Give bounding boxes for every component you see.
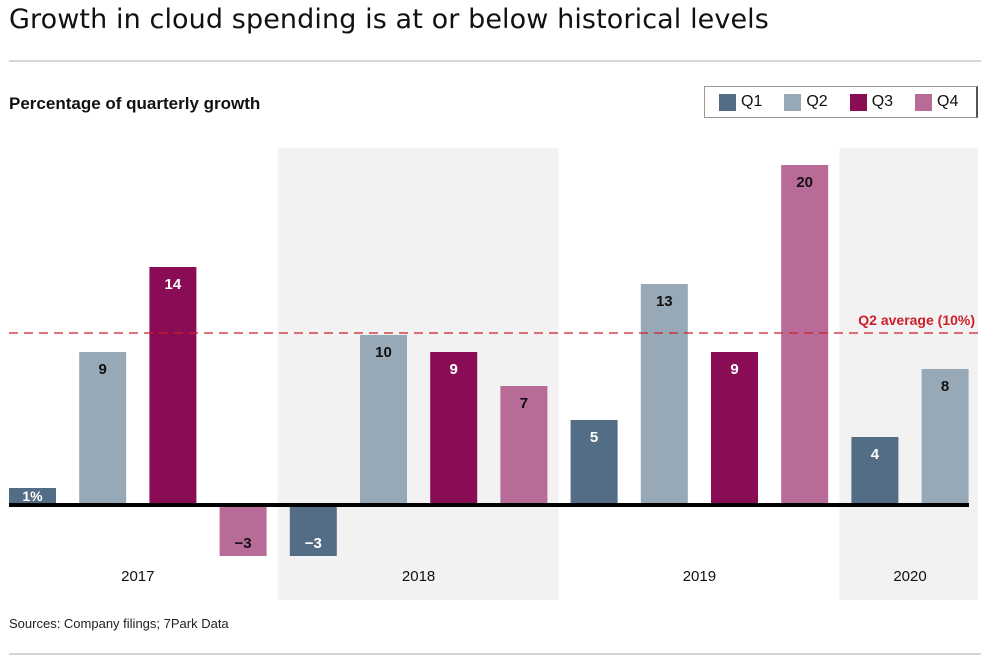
legend-swatch-q2 <box>784 93 802 111</box>
q2-average-label: Q2 average (10%) <box>858 312 975 328</box>
bar-2018-q2 <box>360 335 407 505</box>
bar-2020-q1 <box>851 437 899 505</box>
bar-2017-q3 <box>149 267 197 505</box>
bar-2019-q2 <box>640 284 688 505</box>
data-label-2017-q1: 1% <box>22 488 43 504</box>
legend-label-q2: Q2 <box>806 93 828 110</box>
data-label-2018-q1: −3 <box>305 535 322 552</box>
data-label-2020-q2: 8 <box>941 378 949 395</box>
legend-label-q1: Q1 <box>741 93 763 110</box>
data-label-2018-q4: 7 <box>520 395 528 412</box>
data-label-2020-q1: 4 <box>871 446 880 463</box>
bar-2019-q3 <box>711 352 758 505</box>
legend-item-q4: Q4 <box>915 93 958 111</box>
legend-swatch-q3 <box>849 93 867 111</box>
bar-2018-q3 <box>430 352 478 505</box>
bar-2020-q2 <box>921 369 969 505</box>
legend-label-q4: Q4 <box>937 93 959 110</box>
legend-item-q3: Q3 <box>849 93 894 111</box>
bottom-divider <box>9 653 981 655</box>
data-label-2017-q3: 14 <box>165 276 182 293</box>
chart-subtitle: Percentage of quarterly growth <box>9 94 261 113</box>
page-title: Growth in cloud spending is at or below … <box>9 4 769 35</box>
data-label-2018-q2: 10 <box>375 344 392 361</box>
legend: Q1 Q2 Q3 Q4 <box>704 86 978 118</box>
legend-swatch-q4 <box>915 93 933 111</box>
data-label-2019-q3: 9 <box>730 361 738 378</box>
bar-2017-q2 <box>79 352 127 505</box>
source-note: Sources: Company filings; 7Park Data <box>9 616 229 631</box>
legend-swatch-q1 <box>719 93 736 111</box>
data-label-2019-q1: 5 <box>590 429 598 446</box>
data-label-2019-q4: 20 <box>796 174 813 191</box>
bar-2017-q1 <box>9 488 56 505</box>
top-divider <box>9 60 981 62</box>
data-label-2018-q3: 9 <box>450 361 458 378</box>
bar-2017-q4 <box>219 505 267 556</box>
data-label-2017-q2: 9 <box>99 361 107 378</box>
year-label-2020: 2020 <box>893 568 926 585</box>
bar-2018-q4 <box>500 386 548 505</box>
year-label-2019: 2019 <box>683 568 716 585</box>
bar-2019-q4 <box>781 165 829 505</box>
bar-2019-q1 <box>570 420 618 505</box>
legend-item-q2: Q2 <box>784 93 828 111</box>
data-label-2019-q2: 13 <box>656 293 673 310</box>
year-label-2018: 2018 <box>402 568 435 585</box>
legend-label-q3: Q3 <box>871 93 894 110</box>
data-label-2017-q4: −3 <box>235 535 252 552</box>
legend-item-q1: Q1 <box>719 93 762 111</box>
bar-2018-q1 <box>289 505 337 556</box>
year-label-2017: 2017 <box>121 568 154 585</box>
